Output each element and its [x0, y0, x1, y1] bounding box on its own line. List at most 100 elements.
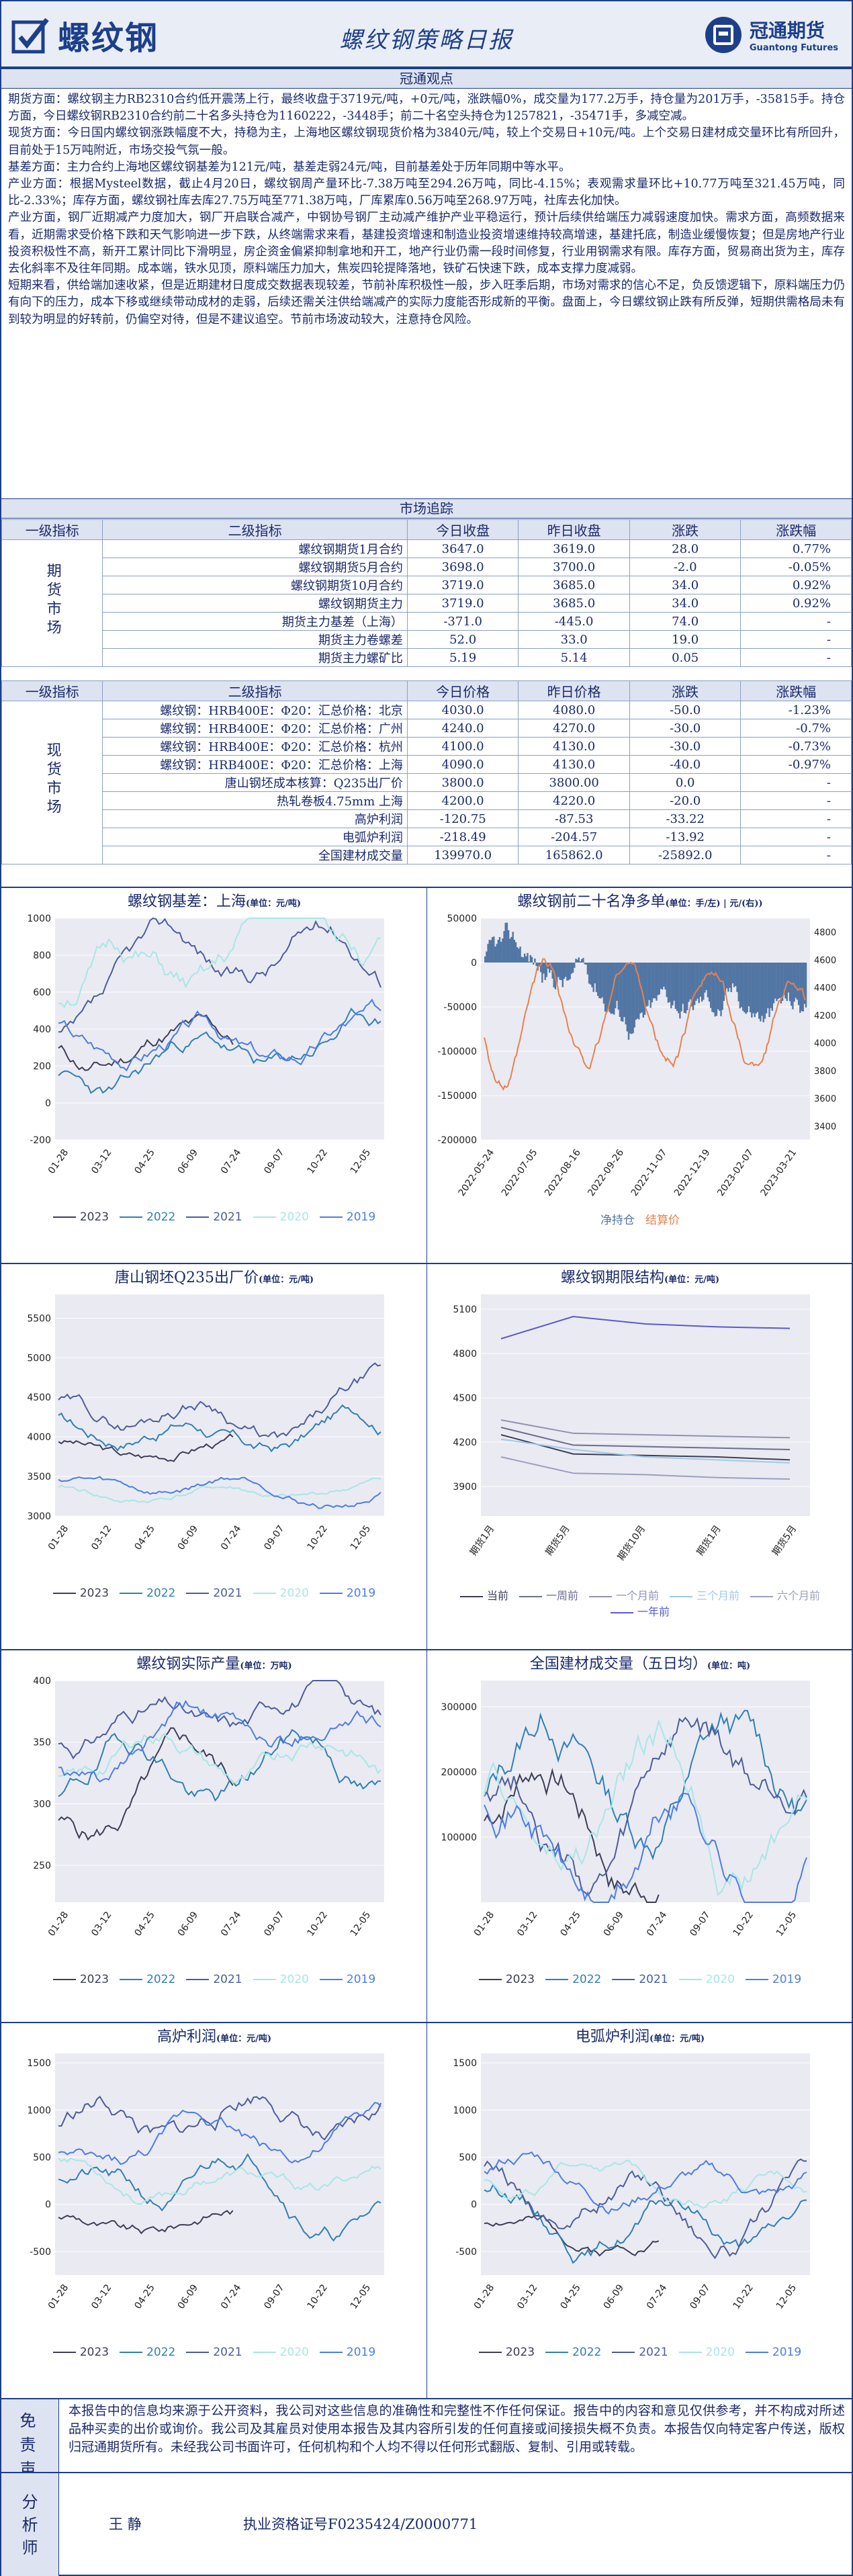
category-label-text: 期货市场 — [44, 562, 61, 638]
table-header-c3: 今日价格 — [406, 680, 519, 701]
net-position-bar — [729, 963, 731, 988]
cell-today: 3719.0 — [406, 576, 519, 594]
net-position-bar — [777, 963, 779, 1000]
legend-item: 2022 — [120, 2346, 175, 2359]
net-position-bar — [744, 963, 746, 1013]
net-position-bar — [633, 963, 635, 1028]
net-position-bar — [562, 963, 564, 987]
cell-yest: 165862.0 — [518, 846, 630, 864]
net-position-bar — [581, 959, 583, 963]
market-section-title: 市场追踪 — [1, 498, 852, 519]
x-tick-label: 10-22 — [731, 1910, 756, 1939]
legend-item: 当前 — [459, 1587, 508, 1603]
cell-chg: -25892.0 — [629, 846, 742, 864]
net-position-bar — [643, 963, 646, 1015]
chart-title-text: 唐山钢坯Q235出厂价 — [114, 1270, 259, 1286]
table-header-c6: 涨跌幅 — [740, 519, 852, 540]
net-position-bar — [625, 963, 627, 1025]
net-position-bar — [582, 958, 584, 963]
y-tick-label: 0 — [45, 1098, 51, 1109]
x-tick-label: 03-12 — [89, 1147, 114, 1176]
x-tick-label: 07-24 — [645, 2282, 669, 2311]
net-position-bar — [600, 963, 602, 999]
net-position-bar — [774, 963, 776, 999]
series-line-2021 — [58, 1680, 381, 1760]
net-position-bar — [711, 963, 713, 1012]
net-position-bar — [513, 940, 515, 963]
legend-label: 2019 — [346, 1973, 376, 1986]
cell-chg: 0.05 — [629, 648, 742, 667]
x-tick-label: 01-28 — [472, 1910, 496, 1939]
series-line-2020 — [58, 2157, 381, 2205]
legend-item: 2023 — [52, 1973, 109, 1986]
chart-legend: 当前 一周前 一个月前 三个月前 六个月前一年前 — [427, 1587, 853, 1619]
cell-yest: 4270.0 — [518, 719, 630, 738]
y-tick-label: 600 — [33, 987, 51, 998]
x-tick-label: 07-24 — [219, 1523, 243, 1552]
net-position-bar — [772, 963, 775, 1004]
net-position-bar — [533, 963, 535, 965]
legend-label: 2021 — [213, 1587, 242, 1600]
net-position-bar — [684, 963, 687, 1014]
chart-svg: 3000 3500 4000 4500 5000 5500 01-28 03-12 04-25 0… — [27, 1294, 384, 1552]
net-position-bar — [784, 963, 787, 999]
legend-label: 三个月前 — [697, 1589, 740, 1602]
net-position-bar — [545, 963, 547, 977]
legend-label: 2021 — [213, 1210, 242, 1224]
cell-yest: -87.53 — [518, 809, 630, 828]
cell-pct: - — [740, 773, 852, 792]
y-tick-label: 350 — [33, 1738, 51, 1748]
series-line-2019 — [58, 2102, 381, 2166]
net-position-bar — [767, 963, 769, 1008]
cell-yest: 4130.0 — [518, 737, 630, 756]
cell-name: 热轧卷板4.75mm 上海 — [102, 791, 408, 810]
y2-tick-label: 4200 — [814, 1011, 836, 1021]
net-position-bar — [656, 963, 658, 1001]
net-position-bar — [586, 963, 589, 975]
table-header-c4: 昨日收盘 — [518, 519, 630, 540]
y-tick-label: -50000 — [443, 1002, 477, 1013]
disclaimer-section: 免责声明 本报告中的信息均来源于公开资料，我公司对这些信息的准确性和完整性不作任… — [1, 2398, 852, 2503]
term-curve-5 — [500, 1315, 791, 1339]
net-position-bar — [733, 963, 735, 987]
net-position-bar — [698, 963, 700, 1004]
y-tick-label: 3000 — [27, 1511, 51, 1522]
legend-item: 净持仓 — [600, 1210, 635, 1227]
net-position-bar — [724, 963, 727, 995]
legend-label: 2022 — [572, 1973, 602, 1986]
net-position-bar — [504, 922, 506, 963]
net-position-bar — [631, 963, 633, 1034]
net-position-bar — [549, 963, 551, 973]
cell-today: 52.0 — [406, 630, 519, 649]
futures-table: 一级指标 二级指标 今日收盘 昨日收盘 涨跌 涨跌幅 期货市场 螺纹钢期货1月合约 3647.0… — [1, 519, 852, 667]
net-position-bar — [610, 963, 612, 1014]
net-position-bar — [668, 963, 671, 1002]
net-position-bar — [674, 963, 676, 1009]
chart-svg: 3900 4200 4500 4800 5100 期货1月 期货5月 期货10月 期货1月 期货5… — [453, 1294, 810, 1562]
x-tick-label: 09-07 — [262, 1910, 286, 1939]
net-position-bar — [529, 954, 531, 963]
legend-item: 2022 — [120, 1973, 175, 1986]
y-tick-label: -500 — [30, 2247, 51, 2258]
cell-chg: 74.0 — [629, 612, 742, 631]
x-tick-label: 09-07 — [262, 2282, 286, 2311]
chart-title: 螺纹钢实际产量(单位：万吨) — [1, 1652, 427, 1673]
x-tick-label: 10-22 — [306, 2282, 330, 2311]
chart-title-text: 高炉利润 — [156, 2029, 216, 2045]
net-position-bar — [601, 963, 603, 997]
legend-item: 2023 — [52, 1587, 109, 1600]
steel-logo-icon — [11, 17, 49, 54]
x-tick-label: 09-07 — [688, 2282, 712, 2311]
chart-unit: (单位：元/吨) — [258, 1275, 314, 1285]
legend-label: 2020 — [279, 1973, 309, 1986]
net-position-bar — [765, 963, 768, 1014]
net-position-bar — [739, 963, 741, 1009]
y-tick-label: 400 — [33, 1024, 51, 1035]
cell-today: 139970.0 — [406, 846, 519, 864]
net-position-bar — [648, 963, 650, 1000]
net-position-bar — [676, 963, 678, 1011]
legend-item: 一年前 — [610, 1603, 670, 1619]
net-position-bar — [509, 938, 511, 963]
cell-name: 唐山钢坯成本核算：Q235出厂价 — [102, 773, 408, 792]
net-position-bar — [590, 963, 592, 985]
